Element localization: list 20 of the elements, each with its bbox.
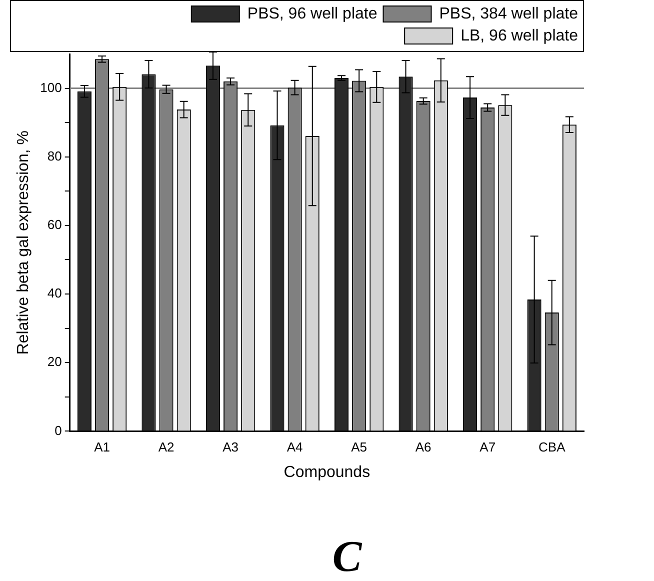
x-tick-label: A1 [94,440,110,455]
y-tick-label: 20 [47,354,62,370]
legend-label: PBS, 384 well plate [439,5,578,22]
legend-label: PBS, 96 well plate [247,5,378,22]
y-tick-label: 100 [40,80,62,95]
x-tick-label: CBA [538,440,566,455]
legend-label: LB, 96 well plate [460,27,578,44]
y-tick-label: 40 [47,286,62,301]
x-tick-label: A3 [222,440,238,455]
x-tick-label: A7 [480,440,496,455]
x-tick-label: A2 [158,440,174,455]
y-axis-title: Relative beta gal expression, % [15,130,32,355]
y-tick-label: 0 [54,422,62,438]
x-tick-label: A6 [415,440,432,455]
x-tick-label: A5 [351,440,368,455]
y-tick-label: 80 [47,148,62,164]
x-tick-label: A4 [286,440,303,455]
x-axis-title: Compounds [284,464,370,481]
y-tick-label: 60 [47,217,62,232]
text: C [332,532,362,581]
